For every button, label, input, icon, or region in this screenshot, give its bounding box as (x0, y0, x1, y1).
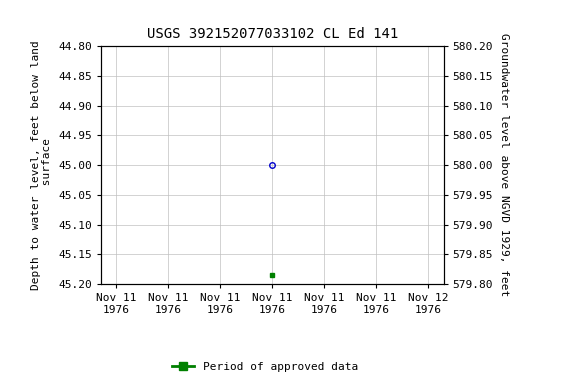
Legend: Period of approved data: Period of approved data (168, 358, 362, 377)
Title: USGS 392152077033102 CL Ed 141: USGS 392152077033102 CL Ed 141 (146, 27, 398, 41)
Y-axis label: Groundwater level above NGVD 1929, feet: Groundwater level above NGVD 1929, feet (499, 33, 509, 297)
Y-axis label: Depth to water level, feet below land
 surface: Depth to water level, feet below land su… (31, 40, 52, 290)
